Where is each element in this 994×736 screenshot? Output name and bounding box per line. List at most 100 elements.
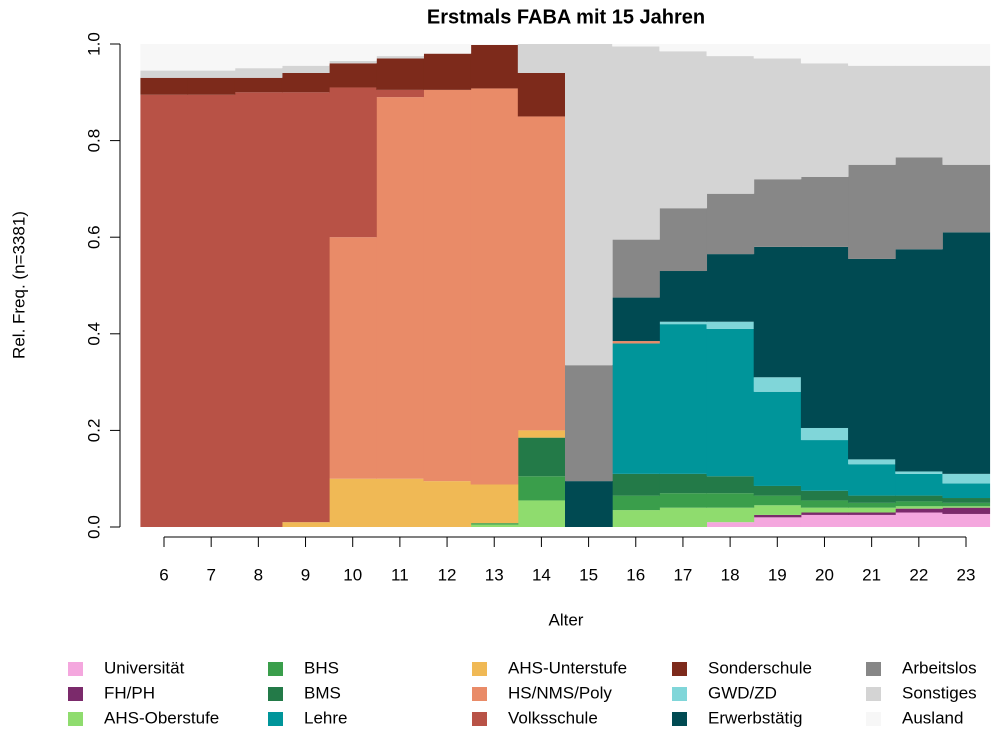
bar-segment: [753, 391, 802, 486]
bar-segment: [612, 495, 660, 511]
bar-segment: [753, 495, 802, 506]
x-tick-label: 13: [485, 565, 504, 584]
bar-segment: [848, 514, 896, 527]
bar-segment: [753, 179, 802, 247]
bar-segment: [942, 483, 991, 499]
bar-segment: [659, 324, 708, 474]
x-tick-label: 21: [862, 565, 881, 584]
bar-segment: [565, 365, 613, 482]
bar-segment: [848, 495, 896, 503]
bar-segment: [659, 493, 708, 508]
bar-segment: [848, 44, 896, 66]
legend-label: AHS-Oberstufe: [104, 708, 219, 727]
y-tick-label: 0.8: [84, 129, 103, 153]
bar-segment: [895, 157, 943, 250]
bar-segment: [848, 464, 896, 496]
bar-segment: [942, 232, 991, 474]
bar-segment: [848, 459, 896, 465]
bar-segment: [423, 481, 472, 527]
legend-swatch: [268, 662, 283, 676]
bar-segment: [800, 440, 849, 491]
legend-swatch: [472, 687, 487, 701]
bar-segment: [187, 94, 236, 527]
bar-segment: [753, 485, 802, 496]
bar-segment: [234, 44, 283, 69]
bar-segment: [187, 70, 236, 78]
bar-segment: [376, 478, 424, 527]
legend-swatch: [672, 687, 687, 701]
bar-segment: [517, 430, 566, 438]
bar-segment: [848, 65, 896, 165]
bar-segment: [800, 490, 849, 501]
bar-segment: [848, 512, 896, 515]
legend-swatch: [672, 712, 687, 726]
bar-segment: [140, 70, 189, 78]
legend-label: HS/NMS/Poly: [508, 683, 612, 702]
bar-segment: [895, 501, 943, 507]
y-tick-label: 0.2: [84, 419, 103, 443]
bar-segment: [800, 514, 849, 527]
bar-segment: [281, 44, 330, 66]
legend-swatch: [268, 712, 283, 726]
bar-segment: [281, 522, 330, 527]
bar-segment: [423, 44, 472, 54]
bar-segment: [612, 510, 660, 527]
legend-swatch: [866, 662, 881, 676]
bar-segment: [753, 44, 802, 59]
bar-segment: [376, 89, 424, 98]
bar-segment: [470, 44, 519, 89]
y-axis-label: Rel. Freq. (n=3381): [9, 211, 28, 359]
bar-segment: [376, 97, 424, 479]
y-tick-label: 0.4: [84, 322, 103, 346]
bar-segment: [376, 58, 424, 90]
bar-segment: [895, 44, 943, 66]
bar-segment: [800, 44, 849, 64]
bar-segment: [470, 88, 519, 485]
bar-segment: [942, 44, 991, 66]
y-tick-label: 0.6: [84, 225, 103, 249]
bar-segment: [942, 506, 991, 508]
bar-segment: [517, 72, 566, 117]
bar-segment: [706, 44, 755, 57]
bar-segment: [281, 65, 330, 73]
bar-segment: [895, 473, 943, 496]
legend-label: AHS-Unterstufe: [508, 658, 627, 677]
bar-segment: [848, 502, 896, 508]
bar-segment: [234, 77, 283, 93]
y-tick-label: 0.0: [84, 515, 103, 539]
bar-segment: [659, 321, 708, 325]
bar-segment: [800, 63, 849, 177]
legend-swatch: [866, 687, 881, 701]
x-tick-label: 12: [438, 565, 457, 584]
bar-segment: [612, 239, 660, 298]
legend-swatch: [268, 687, 283, 701]
bar-segment: [753, 246, 802, 378]
legend-label: Lehre: [304, 708, 347, 727]
x-tick-label: 10: [343, 565, 362, 584]
bar-segment: [187, 44, 236, 71]
bar-segment: [800, 500, 849, 508]
bar-segment: [942, 498, 991, 503]
legend-label: Arbeitslos: [902, 658, 977, 677]
bar-segment: [895, 249, 943, 472]
x-tick-label: 6: [159, 565, 168, 584]
bar-segment: [470, 523, 519, 525]
bar-segment: [848, 164, 896, 259]
x-tick-label: 16: [626, 565, 645, 584]
bar-segment: [659, 51, 708, 209]
bar-segment: [612, 341, 660, 344]
legend-label: BHS: [304, 658, 339, 677]
bar-segment: [517, 437, 566, 477]
bar-segment: [329, 237, 377, 479]
bar-segment: [612, 473, 660, 496]
y-tick-label: 1.0: [84, 32, 103, 56]
legend-swatch: [472, 662, 487, 676]
bar-segment: [942, 164, 991, 233]
x-tick-label: 15: [579, 565, 598, 584]
bar-segment: [800, 427, 849, 441]
bar-segment: [848, 258, 896, 460]
bar-segment: [517, 476, 566, 501]
legend-label: Sonderschule: [708, 658, 812, 677]
legend-label: Sonstiges: [902, 683, 977, 702]
bar-segment: [800, 246, 849, 428]
